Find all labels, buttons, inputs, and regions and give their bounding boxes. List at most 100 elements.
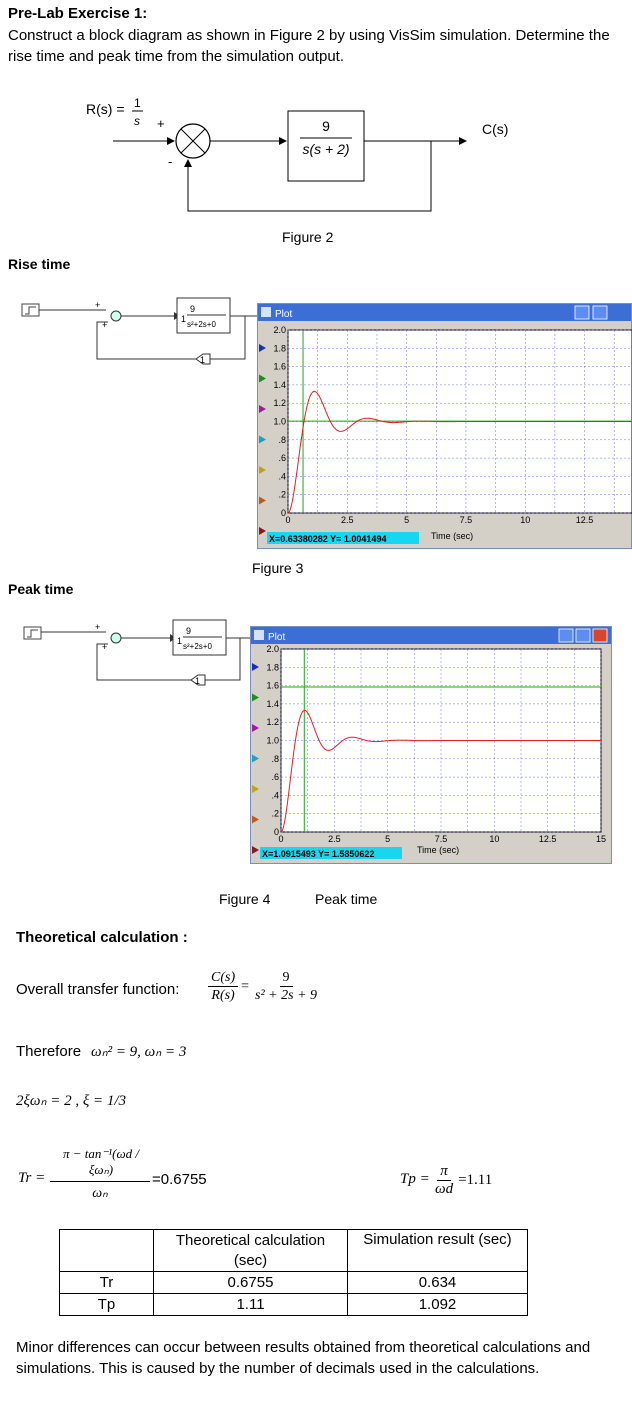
input-port-icon	[252, 815, 259, 824]
zeta-equation: 2ξωₙ = 2 , ξ = 1/3	[16, 1093, 127, 1109]
otf-rhs-den: s² + 2s + 9	[255, 988, 318, 1003]
input-port-icon	[259, 344, 266, 352]
minimize-icon	[558, 628, 574, 643]
x-axis-label: Time (sec)	[417, 845, 459, 855]
table-header-row: Theoretical calculation (sec) Simulation…	[59, 1229, 528, 1272]
y-tick-label: 1.8	[266, 662, 279, 672]
tr-numerator: π − tan⁻¹(ωd / ξωₙ)	[62, 1146, 140, 1177]
tr-value: =0.6755	[152, 1171, 207, 1188]
svg-text:1: 1	[195, 676, 200, 686]
plot-app-icon	[261, 307, 271, 317]
table-cell: Tr	[59, 1271, 154, 1294]
otf-lhs-den: R(s)	[211, 988, 235, 1003]
vissim-diagram-rise: + 9 1 s²+2s+0 1 +	[21, 297, 266, 365]
plant-num: 9	[322, 118, 330, 134]
svg-text:+: +	[102, 320, 107, 330]
x-tick-label: 2.5	[328, 834, 341, 844]
y-tick-label: 0	[274, 827, 279, 837]
input-num: 1	[134, 96, 141, 110]
svg-text:s²+2s+0: s²+2s+0	[183, 642, 212, 651]
y-tick-label: .8	[271, 754, 279, 764]
tp-den: ωd	[435, 1181, 454, 1197]
tp-value: =1.11	[458, 1172, 493, 1188]
input-port-icon	[259, 435, 266, 444]
cursor-readout: X=1.0915493 Y= 1.5850622	[262, 849, 374, 859]
plot-window-rise[interactable]: Plot 2.0 1.8 1.6 1.4 1.2 1.0 .8 .6 .4 .2 0 0 2.5 5 7.5 1…	[257, 303, 632, 549]
y-tick-label: 1.4	[273, 380, 286, 390]
y-tick-label: .6	[271, 772, 279, 782]
input-port-icon	[252, 754, 259, 763]
maximize-icon	[592, 305, 608, 320]
input-port-icon	[259, 496, 266, 505]
svg-text:9: 9	[190, 304, 195, 314]
y-tick-label: 1.2	[266, 717, 279, 727]
input-port-icon	[259, 527, 266, 535]
input-port-icon	[252, 693, 259, 702]
input-port-icon	[259, 466, 266, 474]
y-tick-label: .6	[278, 453, 286, 463]
maximize-icon	[575, 628, 591, 643]
output-label: C(s)	[482, 121, 508, 137]
otf-lhs-num: C(s)	[208, 969, 239, 987]
figure-3-caption: Figure 3	[252, 560, 304, 576]
svg-text:1: 1	[200, 355, 205, 365]
x-tick-label: 5	[385, 834, 390, 844]
input-port-icon	[252, 846, 259, 854]
x-axis-label: Time (sec)	[431, 531, 473, 541]
svg-text:9: 9	[186, 626, 191, 636]
table-cell: 1.11	[153, 1293, 348, 1316]
y-tick-label: 1.0	[266, 736, 279, 746]
y-tick-label: 1.4	[266, 699, 279, 709]
intro-text: Construct a block diagram as shown in Fi…	[8, 27, 610, 65]
readout-box	[267, 532, 419, 544]
x-tick-label: 7.5	[435, 834, 448, 844]
y-tick-label: 1.6	[266, 681, 279, 691]
readout-box	[260, 847, 402, 859]
peak-time-heading: Peak time	[8, 581, 74, 597]
therefore-equation: ωₙ² = 9, ωₙ = 3	[91, 1044, 187, 1060]
vissim-gain-peak	[190, 674, 206, 686]
table-header-cell	[59, 1229, 154, 1272]
svg-text:+: +	[102, 642, 107, 652]
tp-label: Tp =	[400, 1171, 430, 1187]
svg-text:+: +	[95, 300, 100, 310]
table-cell: 1.092	[347, 1293, 528, 1316]
table-header-cell: Simulation result (sec)	[347, 1229, 528, 1272]
plot-title: Plot	[268, 632, 285, 643]
heading: Pre-Lab Exercise 1:	[8, 5, 148, 22]
input-port-icon	[252, 663, 259, 671]
input-port-icon	[252, 785, 259, 793]
figure-2-caption: Figure 2	[282, 229, 334, 245]
response-curve	[280, 709, 601, 833]
plot-app-icon	[254, 630, 264, 640]
svg-text:1: 1	[181, 314, 186, 324]
x-tick-label: 7.5	[460, 515, 473, 525]
theory-heading: Theoretical calculation :	[16, 929, 188, 946]
plot-rise-svg: Plot 2.0 1.8 1.6 1.4 1.2 1.0 .8 .6 .4 .2 00 2.5 5 7.5 1…	[257, 303, 632, 549]
plot-window-peak[interactable]: Plot 2.0 1.8 1.6 1.4 1.2 1.0 .8 .6 .4 .2 0 0 2.5 5 7.5 1…	[250, 626, 612, 864]
x-tick-label: 0	[285, 515, 290, 525]
figure-4-caption-2: Peak time	[315, 891, 378, 907]
vissim-sum-peak	[110, 632, 122, 644]
therefore-prefix: Therefore	[16, 1043, 82, 1060]
x-tick-label: 10	[520, 515, 530, 525]
x-tick-label: 15	[596, 834, 606, 844]
y-tick-label: .8	[278, 435, 286, 445]
table-row: Tr 0.6755 0.634	[59, 1271, 528, 1294]
y-tick-label: 2.0	[273, 325, 286, 335]
plus-sign: +	[157, 116, 165, 131]
results-table: Theoretical calculation (sec) Simulation…	[59, 1229, 528, 1316]
table-cell: 0.6755	[153, 1271, 348, 1294]
input-label: R(s) =	[86, 101, 125, 117]
y-tick-label: 2.0	[266, 644, 279, 654]
table-row: Tp 1.11 1.092	[59, 1293, 528, 1316]
tr-label: Tr =	[18, 1170, 46, 1186]
input-den: s	[134, 114, 140, 128]
conclusion-text: Minor differences can occur between resu…	[16, 1339, 591, 1377]
minus-sign: -	[168, 154, 172, 169]
x-tick-label: 10	[489, 834, 499, 844]
figure-2-diagram: R(s) = 1 s + - 9 s(s + 2) C(s)	[86, 96, 508, 212]
y-tick-label: .4	[271, 790, 279, 800]
rise-time-heading: Rise time	[8, 256, 71, 272]
plot-titlebar	[258, 304, 631, 321]
